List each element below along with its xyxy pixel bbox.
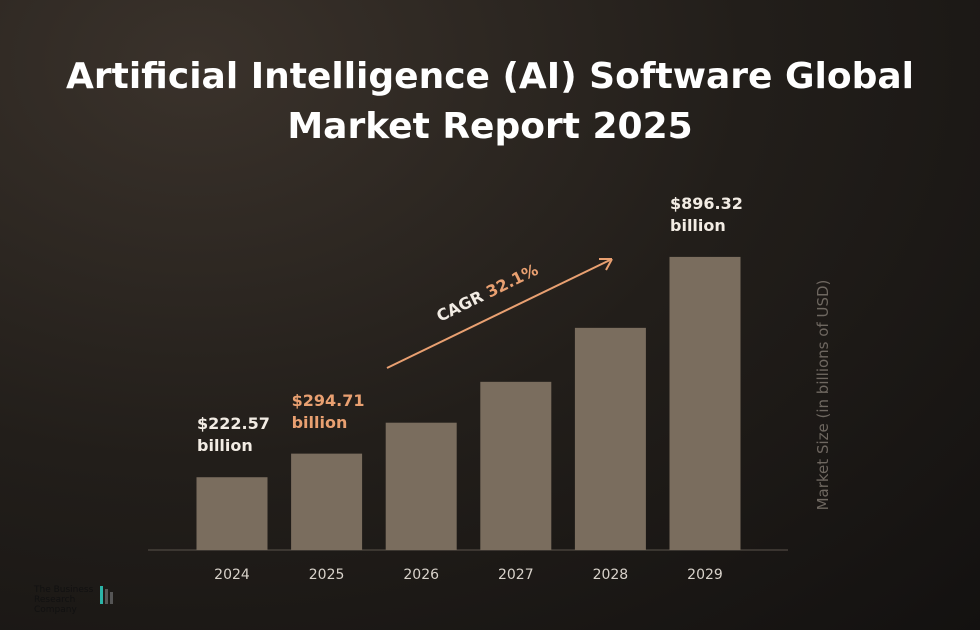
x-tick-label: 2025: [309, 567, 345, 583]
logo-bar: [100, 586, 103, 604]
value-label: $222.57 billion: [197, 414, 270, 456]
value-label: $896.32 billion: [670, 193, 743, 235]
cagr-label: CAGR: [433, 287, 486, 326]
x-tick-label: 2024: [214, 567, 250, 583]
bar: [196, 477, 268, 550]
y-axis-label: Market Size (in billions of USD): [814, 280, 832, 511]
logo-bar: [110, 592, 113, 604]
cagr-arrow: [386, 259, 611, 369]
logo: The Business Research Company: [34, 585, 94, 615]
value-label: $294.71 billion: [291, 390, 365, 432]
cagr-value: 32.1%: [483, 260, 541, 301]
x-tick-label: 2029: [687, 567, 723, 583]
bar: [385, 422, 457, 550]
x-tick-label: 2026: [403, 567, 439, 583]
bar: [291, 453, 363, 550]
arrow-head: [599, 258, 613, 271]
logo-bar: [105, 589, 108, 604]
x-tick-label: 2027: [498, 567, 534, 583]
x-tick-label: 2028: [593, 567, 629, 583]
cagr-annotation: CAGR 32.1%: [433, 260, 541, 326]
bar: [669, 256, 741, 550]
chart-title: Artificial Intelligence (AI) Software Gl…: [66, 56, 914, 147]
bar: [480, 381, 552, 550]
bar: [574, 327, 646, 550]
